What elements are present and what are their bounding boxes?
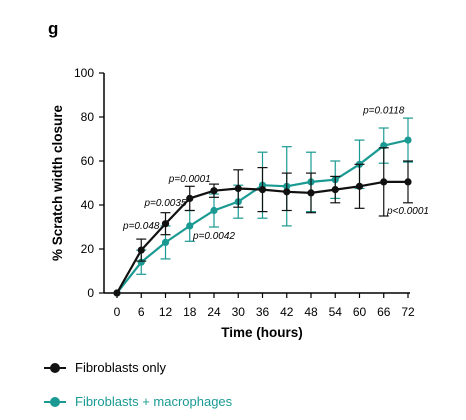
legend-swatch-teal xyxy=(44,396,66,408)
legend-label: Fibroblasts + macrophages xyxy=(75,394,233,409)
data-point xyxy=(331,186,339,194)
data-point xyxy=(161,220,170,228)
data-point xyxy=(113,289,121,297)
p-value-annotation: p<0.0001 xyxy=(386,206,429,217)
data-point xyxy=(137,258,145,266)
data-point xyxy=(186,222,194,230)
y-tick-labels: 0 20 40 60 80 100 xyxy=(74,66,104,300)
x-tick-label: 60 xyxy=(353,305,367,319)
y-tick-label: 100 xyxy=(74,66,94,80)
y-tick-label: 20 xyxy=(81,242,95,256)
data-point xyxy=(234,184,242,193)
y-tick-label: 0 xyxy=(87,286,94,300)
data-point xyxy=(307,189,315,197)
x-tick-label: 42 xyxy=(280,305,294,319)
y-tick-label: 80 xyxy=(81,110,95,124)
data-point xyxy=(404,178,412,186)
x-tick-label: 66 xyxy=(377,305,391,319)
series-fibroblasts-only xyxy=(113,147,413,297)
annotations: p=0.048 p=0.0035 p=0.0001 p=0.0042 p=0.0118 p… xyxy=(122,106,429,242)
data-point xyxy=(161,238,170,246)
p-value-annotation: p=0.0001 xyxy=(168,174,211,185)
panel-label: g xyxy=(48,19,58,38)
legend-item-fibroblasts-macrophages: Fibroblasts + macrophages xyxy=(44,394,232,409)
x-tick-label: 72 xyxy=(401,305,415,319)
legend-item-fibroblasts-only: Fibroblasts only xyxy=(44,360,166,375)
data-point xyxy=(210,206,218,215)
data-point xyxy=(137,246,145,254)
x-tick-label: 18 xyxy=(183,305,197,319)
x-tick-label: 12 xyxy=(159,305,173,319)
data-point xyxy=(283,188,291,196)
x-tick-label: 0 xyxy=(114,305,121,319)
data-point xyxy=(258,186,267,194)
p-value-annotation: p=0.048 xyxy=(122,221,160,232)
x-tick-label: 48 xyxy=(304,305,318,319)
p-value-annotation: p=0.0042 xyxy=(192,231,235,242)
y-tick-label: 60 xyxy=(81,154,95,168)
p-value-annotation: p=0.0035 xyxy=(144,198,187,209)
data-point xyxy=(380,178,388,186)
x-axis-title: Time (hours) xyxy=(221,325,303,340)
x-tick-label: 36 xyxy=(256,305,270,319)
data-point xyxy=(404,136,412,144)
x-tick-labels: 0 6 12 18 24 30 36 42 48 54 60 66 72 xyxy=(114,293,415,319)
x-tick-label: 6 xyxy=(138,305,145,319)
y-axis-title: % Scratch width closure xyxy=(50,104,65,261)
data-point xyxy=(355,182,364,190)
p-value-annotation: p=0.0118 xyxy=(362,106,405,117)
data-point xyxy=(186,194,194,202)
series-layer xyxy=(113,117,413,297)
legend-swatch-black xyxy=(44,362,66,374)
x-tick-label: 30 xyxy=(232,305,246,319)
legend-label: Fibroblasts only xyxy=(75,360,167,375)
data-point xyxy=(210,187,218,195)
x-tick-label: 54 xyxy=(329,305,343,319)
y-tick-label: 40 xyxy=(81,198,95,212)
x-tick-label: 24 xyxy=(207,305,221,319)
